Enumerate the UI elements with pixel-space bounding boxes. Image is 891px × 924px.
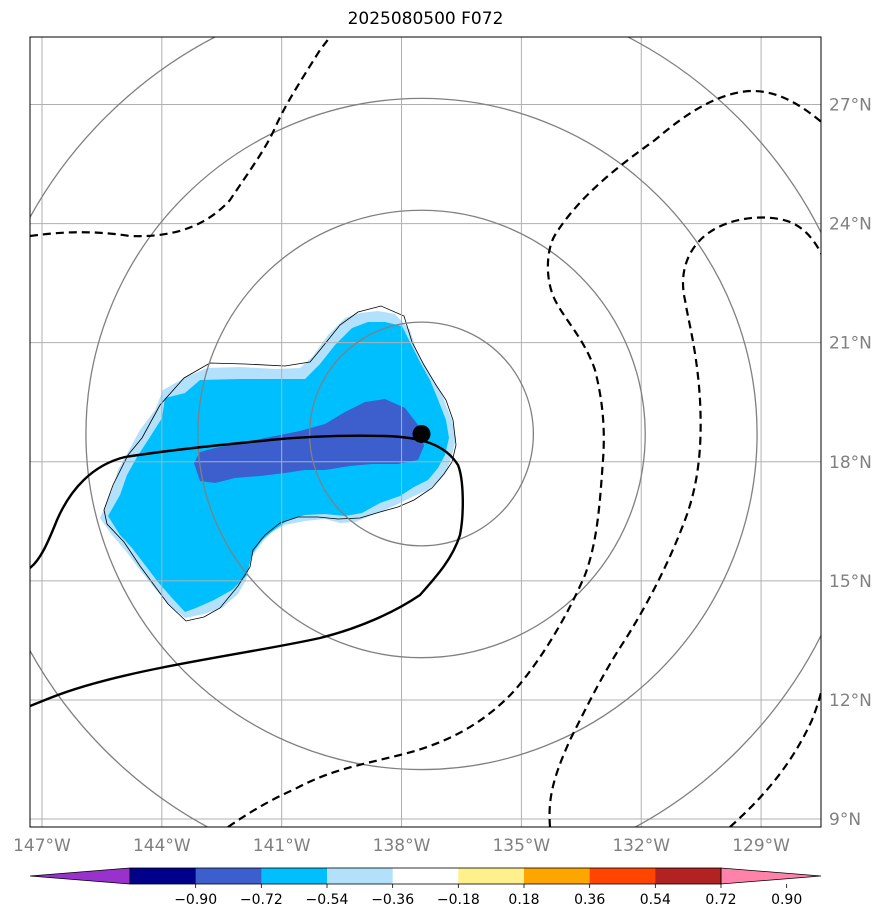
range-rings (30, 37, 821, 827)
colorbar-tick-label: 0.36 (574, 892, 605, 908)
anomaly-contour (103, 305, 457, 622)
colorbar-tick-label: 0.72 (705, 892, 736, 908)
colorbar-extend-min (29, 867, 131, 885)
colorbar-tick-label: 0.54 (640, 892, 671, 908)
latitude-labels: 9°N 12°N 15°N 18°N 21°N 24°N 27°N (829, 95, 872, 830)
lon-tick-label: 135°W (492, 836, 550, 856)
graticule (30, 37, 821, 827)
colorbar-tick-label: −0.72 (240, 892, 283, 908)
track-line-upper (30, 434, 464, 708)
colorbar-frame (129, 867, 722, 885)
dashed-contour-southeast (729, 688, 821, 827)
dashed-contour-central (227, 89, 821, 827)
colorbar-tick-label: 0.18 (508, 892, 539, 908)
map-title: 2025080500 F072 (347, 9, 504, 29)
colorbar-tick-label: −0.54 (306, 892, 349, 908)
colorbar-segment (195, 868, 262, 884)
colorbar-tick-label: 0.90 (771, 892, 802, 908)
lat-tick-label: 24°N (829, 215, 872, 235)
plot-frame (29, 36, 822, 828)
lat-tick-label: 9°N (829, 810, 861, 830)
colorbar-segment (130, 868, 197, 884)
lon-tick-label: 147°W (13, 836, 71, 856)
longitude-labels: 147°W 144°W 141°W 138°W 135°W 132°W 129°W (13, 836, 790, 856)
colorbar-segment (524, 868, 591, 884)
colorbar-tick-label: −0.36 (371, 892, 414, 908)
colorbar-segment (589, 868, 656, 884)
dashed-contours (30, 37, 821, 827)
lat-tick-label: 27°N (829, 95, 872, 115)
lon-tick-label: 129°W (732, 836, 790, 856)
lat-tick-label: 12°N (829, 691, 872, 711)
dashed-contour-northwest (30, 37, 331, 238)
colorbar-segment (327, 868, 394, 884)
plot-area (30, 37, 821, 827)
colorbar-segment (392, 868, 459, 884)
colorbar-segment (261, 868, 328, 884)
storm-center-marker (412, 424, 431, 443)
colorbar-segment (655, 868, 722, 884)
solid-track-lines (30, 434, 464, 708)
lon-tick-label: 144°W (133, 836, 191, 856)
lon-tick-label: 132°W (612, 836, 670, 856)
lat-tick-label: 18°N (829, 453, 872, 473)
lat-tick-label: 21°N (829, 334, 872, 354)
colorbar-segment (458, 868, 525, 884)
lon-tick-label: 141°W (253, 836, 311, 856)
lon-tick-label: 138°W (373, 836, 431, 856)
colorbar: −0.90 −0.72 −0.54 −0.36 −0.18 0.18 0.36 0.54 0.7… (29, 867, 822, 908)
dashed-contour-east (548, 216, 821, 827)
range-ring (85, 97, 758, 771)
lat-tick-label: 15°N (829, 572, 872, 592)
range-ring (197, 209, 646, 659)
colorbar-tick-label: −0.18 (437, 892, 480, 908)
colorbar-extend-max (720, 867, 822, 885)
colorbar-tick-label: −0.90 (174, 892, 217, 908)
range-ring (308, 321, 535, 547)
